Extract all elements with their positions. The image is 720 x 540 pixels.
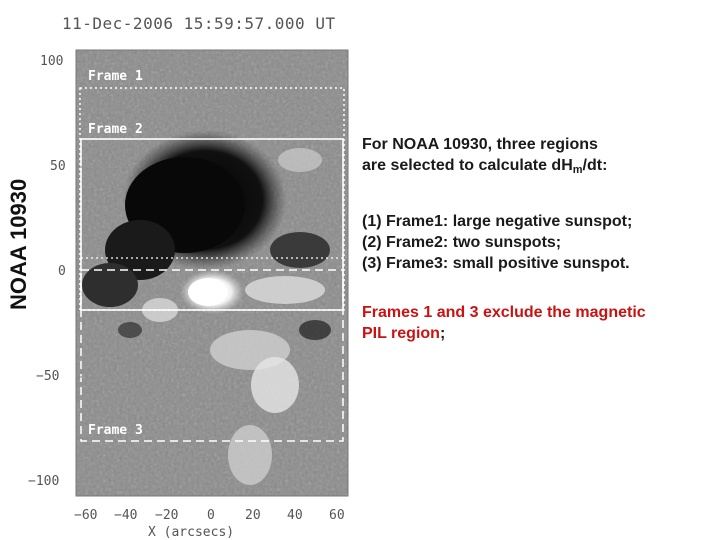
magnetogram-figure: 11-Dec-2006 15:59:57.000 UT NOAA 10930 bbox=[6, 14, 349, 540]
x-tick-label: −60 bbox=[74, 508, 98, 523]
x-tick-label: 40 bbox=[287, 508, 303, 523]
subscript-m: m bbox=[572, 164, 583, 176]
intro-text-end: /dt: bbox=[582, 157, 608, 174]
y-tick-label: 50 bbox=[50, 159, 66, 174]
list-item: (1) Frame1: large negative sunspot; bbox=[362, 213, 633, 230]
intro-line-2: are selected to calculate dHm/dt: bbox=[362, 155, 718, 181]
note-line-2: PIL region; bbox=[362, 323, 718, 344]
note-end: ; bbox=[439, 325, 446, 342]
x-tick-label: −20 bbox=[155, 508, 179, 523]
frame-2-label: Frame 2 bbox=[88, 122, 143, 137]
timestamp: 11-Dec-2006 15:59:57.000 UT bbox=[62, 14, 336, 33]
frame-1-label: Frame 1 bbox=[88, 69, 143, 84]
frame-1-box bbox=[79, 87, 345, 311]
note-line-1: Frames 1 and 3 exclude the magnetic bbox=[362, 304, 646, 321]
x-tick-label: 60 bbox=[329, 508, 345, 523]
frame-3-box bbox=[80, 269, 344, 442]
x-tick-label: 20 bbox=[245, 508, 261, 523]
y-tick-label: −100 bbox=[28, 474, 60, 489]
magnetogram-plot: Frame 1 Frame 2 Frame 3 bbox=[75, 49, 349, 497]
intro-line-1: For NOAA 10930, three regions bbox=[362, 136, 598, 153]
x-tick-label: −40 bbox=[114, 508, 138, 523]
intro-text: are selected to calculate dH bbox=[362, 157, 573, 174]
x-tick-label: 0 bbox=[207, 508, 215, 523]
y-tick-label: 0 bbox=[58, 264, 66, 279]
frame-2-box bbox=[80, 138, 344, 311]
note-pil-text: PIL region bbox=[362, 325, 440, 342]
list-item: (3) Frame3: small positive sunspot. bbox=[362, 255, 630, 272]
x-axis-label: X (arcsecs) bbox=[148, 525, 235, 540]
y-tick-label: 100 bbox=[40, 54, 64, 69]
frame-3-label: Frame 3 bbox=[88, 423, 143, 438]
description-panel: For NOAA 10930, three regions are select… bbox=[362, 134, 718, 344]
list-item: (2) Frame2: two sunspots; bbox=[362, 234, 562, 251]
y-tick-label: −50 bbox=[36, 369, 60, 384]
